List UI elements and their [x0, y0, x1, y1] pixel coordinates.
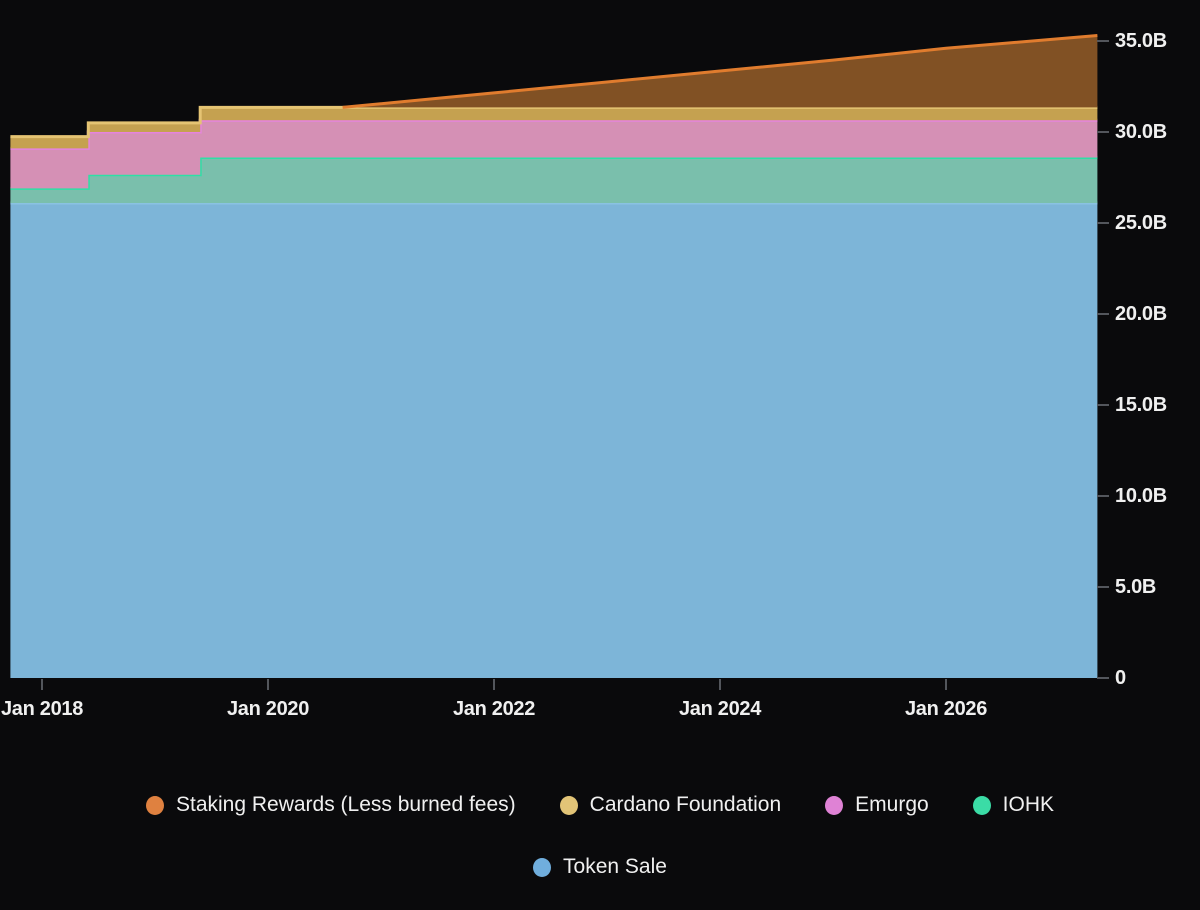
legend-label-cardano-foundation: Cardano Foundation	[589, 793, 782, 816]
legend-label-token-sale: Token Sale	[563, 855, 667, 878]
legend-item-staking-rewards[interactable]: Staking Rewards (Less burned fees)	[145, 788, 516, 822]
legend-swatch-cardano-foundation-icon	[559, 795, 578, 815]
legend-row-1: Staking Rewards (Less burned fees) Carda…	[0, 788, 1200, 822]
x-tick-label: Jan 2022	[452, 698, 536, 720]
area-cardano-foundation[interactable]	[10, 107, 1098, 149]
y-tick-label: 15.0B	[1115, 394, 1167, 416]
y-tick-label: 20.0B	[1115, 303, 1167, 325]
y-tick-label: 5.0B	[1115, 576, 1157, 598]
x-tick-label: Jan 2020	[226, 698, 310, 720]
y-tick-label: 0	[1115, 667, 1126, 689]
legend-swatch-emurgo-icon	[825, 795, 844, 815]
legend-item-emurgo[interactable]: Emurgo	[825, 788, 929, 822]
y-tick-label: 10.0B	[1115, 485, 1167, 507]
area-emurgo[interactable]	[10, 120, 1098, 189]
legend-item-iohk[interactable]: IOHK	[972, 788, 1055, 822]
legend-item-cardano-foundation[interactable]: Cardano Foundation	[559, 788, 782, 822]
legend-item-token-sale[interactable]: Token Sale	[533, 850, 667, 884]
y-tick-label: 30.0B	[1115, 121, 1167, 143]
x-tick-label: Jan 2026	[904, 698, 988, 720]
y-tick-label: 25.0B	[1115, 212, 1167, 234]
legend-label-iohk: IOHK	[1002, 793, 1055, 816]
line-staking-rewards-less-burned-fees	[342, 34, 1098, 109]
y-tick-label: 35.0B	[1115, 30, 1167, 52]
legend-label-emurgo: Emurgo	[855, 793, 929, 816]
legend-swatch-token-sale-icon	[533, 857, 552, 877]
legend-row-2: Token Sale	[0, 850, 1200, 884]
legend-swatch-staking-rewards-icon	[145, 795, 164, 815]
x-tick-label: Jan 2024	[678, 698, 762, 720]
legend-label-staking-rewards: Staking Rewards (Less burned fees)	[175, 793, 516, 816]
legend-swatch-iohk-icon	[972, 795, 991, 815]
x-tick-label: Jan 2018	[0, 698, 84, 720]
area-token-sale[interactable]	[10, 203, 1098, 678]
area-iohk[interactable]	[10, 157, 1098, 204]
